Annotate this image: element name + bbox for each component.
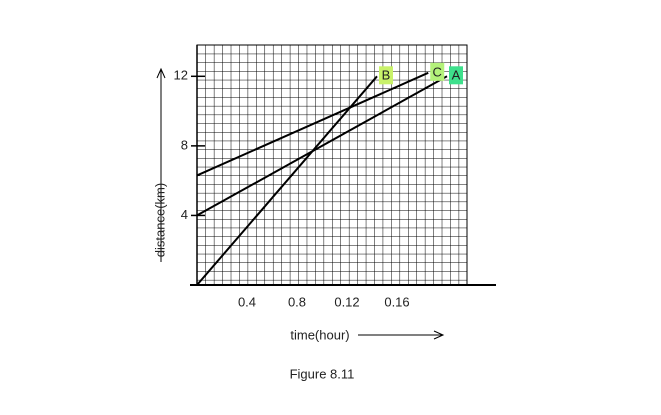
line bbox=[196, 75, 448, 217]
label-box bbox=[430, 62, 445, 81]
grid bbox=[196, 44, 468, 286]
line-label: B bbox=[382, 68, 391, 83]
line-label: A bbox=[452, 68, 461, 83]
line bbox=[196, 75, 378, 286]
x-tick-label: 0.8 bbox=[288, 294, 306, 309]
line bbox=[196, 71, 429, 177]
label-box bbox=[449, 66, 463, 85]
y-arrow-head bbox=[156, 67, 166, 79]
x-arrow-head bbox=[433, 330, 445, 340]
x-tick-label: 0.4 bbox=[238, 294, 256, 309]
y-tick-label: 4 bbox=[181, 207, 188, 222]
y-tick-label: 8 bbox=[181, 137, 188, 152]
y-axis-label: distance(km) bbox=[152, 183, 167, 257]
y-tick-label: 12 bbox=[174, 68, 188, 83]
line-label: C bbox=[433, 64, 442, 79]
x-tick-label: 0.12 bbox=[334, 294, 359, 309]
x-tick-label: 0.16 bbox=[384, 294, 409, 309]
label-box bbox=[379, 66, 393, 85]
x-axis-label: time(hour) bbox=[290, 327, 349, 342]
caption: Figure 8.11 bbox=[290, 366, 355, 381]
